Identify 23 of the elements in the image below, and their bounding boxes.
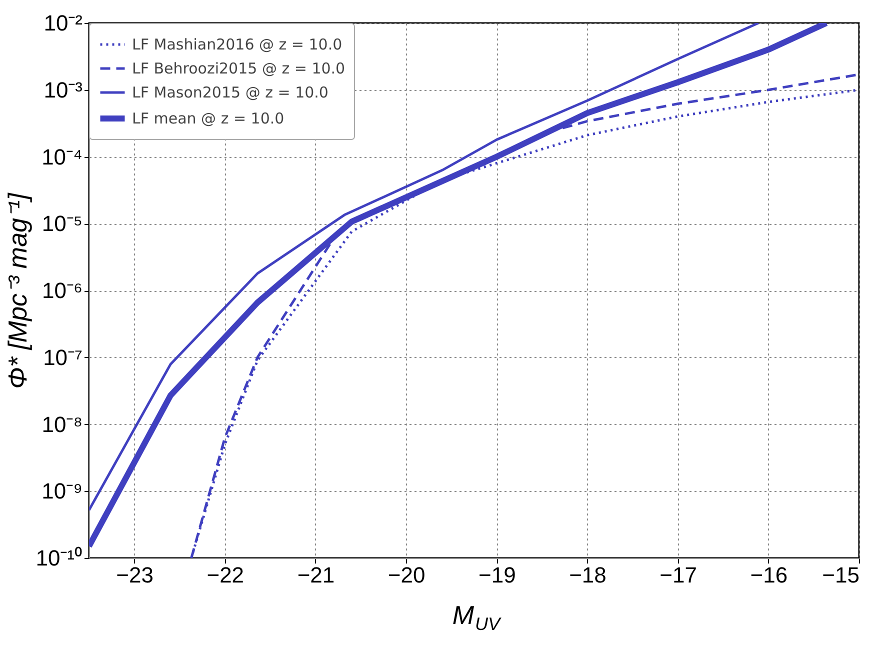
y-tick-label: 10⁻⁵ [42,211,82,236]
y-tick-label: 10⁻³ [44,77,82,102]
legend-label: LF Mason2015 @ z = 10.0 [132,84,328,102]
legend-label: LF Behroozi2015 @ z = 10.0 [132,60,346,78]
x-tick-label: −15 [822,562,860,588]
y-tick-label: 10⁻⁹ [42,478,82,504]
x-tick-label: −21 [297,562,335,588]
legend-label: LF Mashian2016 @ z = 10.0 [132,36,342,54]
x-tick-label: −18 [569,562,606,588]
legend-label: LF mean @ z = 10.0 [132,110,284,128]
x-tick-label: −17 [660,562,697,588]
x-tick-label: −19 [478,562,516,588]
y-tick-label: 10⁻⁷ [43,344,83,370]
y-tick-label: 10⁻⁶ [42,278,82,303]
x-tick-label: −16 [750,562,788,588]
x-tick-label: −23 [116,562,154,588]
y-tick-label: 10⁻⁴ [42,144,82,170]
y-tick-label: 10⁻² [44,10,82,36]
x-tick-label: −22 [206,562,244,588]
x-tick-label: −20 [388,562,426,588]
y-tick-label: 10⁻⁸ [42,412,82,437]
y-tick-label: 10⁻¹⁰ [36,546,82,570]
y-axis-title: Φ* [Mpc⁻³ mag⁻¹] [2,192,33,389]
